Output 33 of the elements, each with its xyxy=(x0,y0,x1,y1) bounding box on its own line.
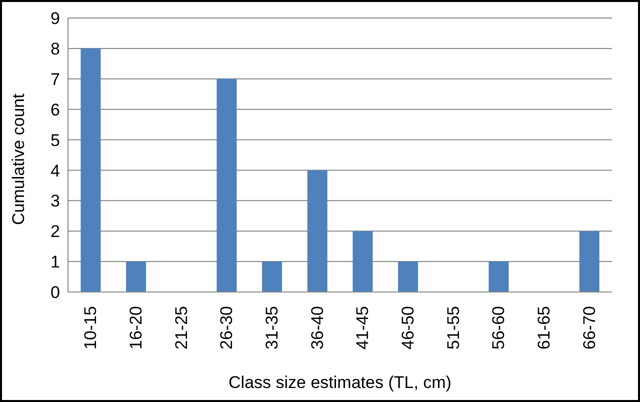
bar xyxy=(216,78,237,292)
y-tick-label: 4 xyxy=(50,161,60,180)
y-tick-label: 9 xyxy=(50,9,60,28)
y-tick-label: 3 xyxy=(50,192,60,211)
bar xyxy=(262,262,282,292)
y-axis-title: Cumulative count xyxy=(9,93,28,225)
bar xyxy=(307,170,328,292)
bar xyxy=(80,48,101,292)
y-tick-label: 2 xyxy=(50,222,60,242)
x-tick-label: 66-70 xyxy=(580,306,599,350)
bar xyxy=(126,262,146,292)
y-tick-label: 0 xyxy=(50,283,60,302)
x-tick-label: 41-45 xyxy=(353,306,372,350)
x-tick-label: 36-40 xyxy=(308,306,327,350)
bar xyxy=(579,231,600,292)
x-tick-label: 26-30 xyxy=(217,306,236,350)
bar xyxy=(398,262,418,292)
y-tick-label: 6 xyxy=(50,100,60,120)
x-tick-label: 61-65 xyxy=(534,306,554,350)
x-tick-label: 21-25 xyxy=(172,306,191,350)
x-tick-label: 56-60 xyxy=(489,306,508,350)
bar xyxy=(352,231,373,292)
x-tick-label: 31-35 xyxy=(262,306,282,350)
y-tick-label: 8 xyxy=(50,39,60,58)
bar xyxy=(488,262,509,292)
x-tick-label: 46-50 xyxy=(398,306,418,350)
y-tick-label: 5 xyxy=(50,130,60,150)
x-tick-label: 16-20 xyxy=(126,306,146,350)
x-tick-label: 10-15 xyxy=(81,306,100,350)
x-axis-title: Class size estimates (TL, cm) xyxy=(228,373,452,392)
y-tick-label: 7 xyxy=(50,70,60,89)
y-tick-label: 1 xyxy=(50,252,60,272)
x-tick-label: 51-55 xyxy=(444,306,463,350)
